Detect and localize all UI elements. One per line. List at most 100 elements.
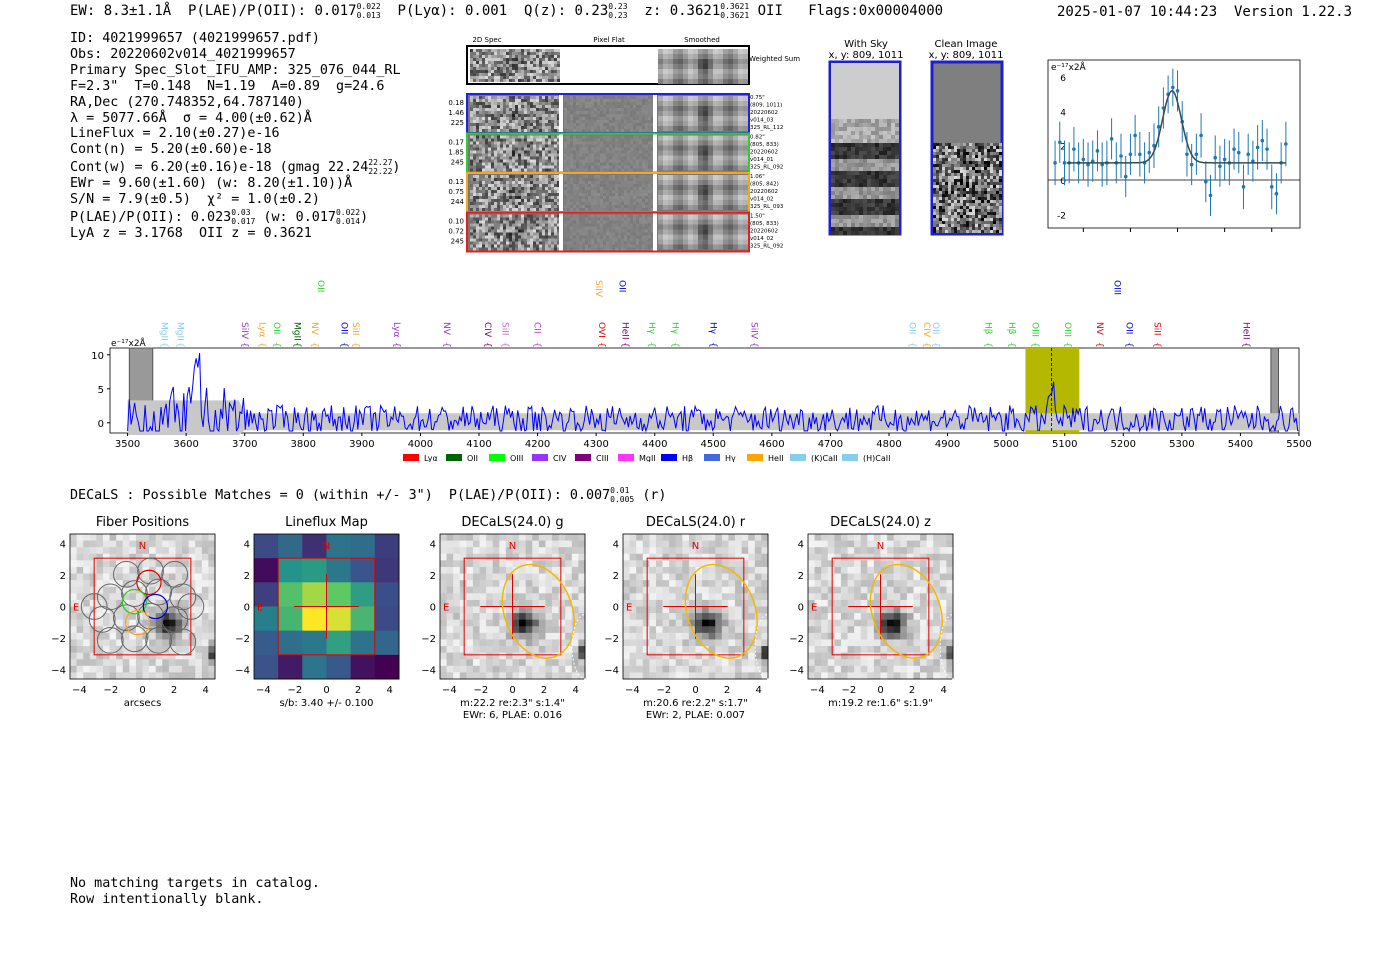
cutout-pixel: [609, 96, 612, 99]
cutout-pixel: [642, 220, 645, 224]
cutout-pixel: [479, 73, 482, 76]
cutout-pixel: [733, 121, 738, 126]
cutout-pixel: [582, 120, 585, 123]
cutout-pixel: [548, 52, 551, 55]
clean-pixel: [975, 152, 978, 155]
clean-pixel: [990, 173, 993, 176]
cutout-pixel: [521, 226, 524, 230]
sky-pixel: [867, 211, 871, 215]
cutout-pixel: [536, 162, 539, 166]
cutout-pixel: [708, 219, 713, 225]
cutout-pixel: [536, 147, 539, 151]
sky-pixel: [855, 75, 859, 79]
cutout-pixel: [633, 193, 636, 196]
cutout-pixel: [500, 135, 503, 139]
cutout-pixel: [582, 153, 585, 157]
cutout-pixel: [606, 241, 609, 245]
clean-pixel: [951, 185, 954, 188]
cutout-pixel: [542, 247, 545, 251]
clean-pixel: [957, 158, 960, 161]
sky-pixel: [883, 155, 887, 159]
cutout-pixel: [554, 123, 557, 126]
cutout-pixel: [470, 76, 473, 79]
cutout-meta: 1.50": [750, 214, 765, 220]
cutout-pixel: [728, 79, 733, 84]
cutout-pixel: [491, 144, 494, 148]
clean-pixel: [960, 179, 963, 182]
cutout-pixel: [708, 111, 713, 116]
cutout-pixel: [597, 244, 600, 248]
cutout-pixel: [708, 69, 713, 74]
cutout-pixel: [524, 184, 527, 187]
cutout-stat: 0.18: [448, 99, 464, 107]
cutout-pixel: [491, 226, 494, 230]
cutout-pixel: [515, 244, 518, 248]
cutout-pixel: [554, 208, 557, 211]
cutout-pixel: [470, 123, 473, 126]
cutout-pixel: [633, 184, 636, 187]
cutout-pixel: [476, 190, 479, 193]
cutout-pixel: [564, 159, 567, 163]
cutout-pixel: [554, 108, 557, 111]
cutout-pixel: [639, 168, 642, 172]
sky-pixel: [879, 175, 883, 179]
cutout-pixel: [521, 238, 524, 242]
cutout-pixel: [488, 73, 491, 76]
cutout-pixel: [651, 208, 654, 211]
cutout-pixel: [476, 244, 479, 248]
cutout-pixel: [582, 168, 585, 172]
clean-pixel: [978, 152, 981, 155]
cutout-pixel: [573, 199, 576, 202]
cutout-pixel: [524, 67, 527, 70]
cutout-pixel: [624, 205, 627, 208]
cutout-pixel: [506, 105, 509, 108]
cutout-pixel: [530, 64, 533, 67]
cutout-pixel: [642, 217, 645, 221]
cutout-pixel: [582, 226, 585, 230]
cutout-pixel: [497, 135, 500, 139]
cutout-pixel: [718, 205, 723, 210]
clean-pixel: [975, 173, 978, 176]
cutout-pixel: [633, 156, 636, 160]
cutout-pixel: [603, 111, 606, 114]
cutout-pixel: [509, 150, 512, 154]
cutout-pixel: [688, 180, 693, 185]
cutout-pixel: [488, 111, 491, 114]
cutout-pixel: [521, 168, 524, 172]
cutout-pixel: [557, 153, 560, 157]
cutout-pixel: [500, 99, 503, 102]
cutout-pixel: [708, 165, 713, 171]
cutout-pixel: [512, 235, 515, 239]
clean-pixel: [990, 161, 993, 164]
cutout-pixel: [509, 193, 512, 196]
cutout-pixel: [509, 153, 512, 157]
cutout-pixel: [515, 181, 518, 184]
cutout-pixel: [688, 111, 693, 116]
cutout-pixel: [648, 241, 651, 245]
cutout-pixel: [551, 202, 554, 205]
cutout-pixel: [548, 129, 551, 132]
cutout-pixel: [627, 168, 630, 172]
cutout-pixel: [545, 76, 548, 79]
close-paren: ): [392, 160, 401, 176]
cutout-pixel: [494, 52, 497, 55]
cutout-pixel: [621, 226, 624, 230]
cutout-pixel: [530, 220, 533, 224]
sky-pixel: [847, 159, 851, 163]
cutout-pixel: [512, 181, 515, 184]
cutout-pixel: [497, 199, 500, 202]
sky-pixel: [863, 199, 867, 203]
cutout-pixel: [491, 102, 494, 105]
cutout-pixel: [491, 162, 494, 166]
cutout-pixel: [548, 105, 551, 108]
cutout-pixel: [497, 150, 500, 154]
cutout-pixel: [594, 105, 597, 108]
cutout-pixel: [633, 141, 636, 145]
cutout-pixel: [630, 235, 633, 239]
cutout-pixel: [536, 64, 539, 67]
cutout-pixel: [600, 232, 603, 236]
cutout-pixel: [597, 217, 600, 221]
cutout-pixel: [521, 111, 524, 114]
cutout-pixel: [533, 138, 536, 142]
cutout-pixel: [612, 144, 615, 148]
